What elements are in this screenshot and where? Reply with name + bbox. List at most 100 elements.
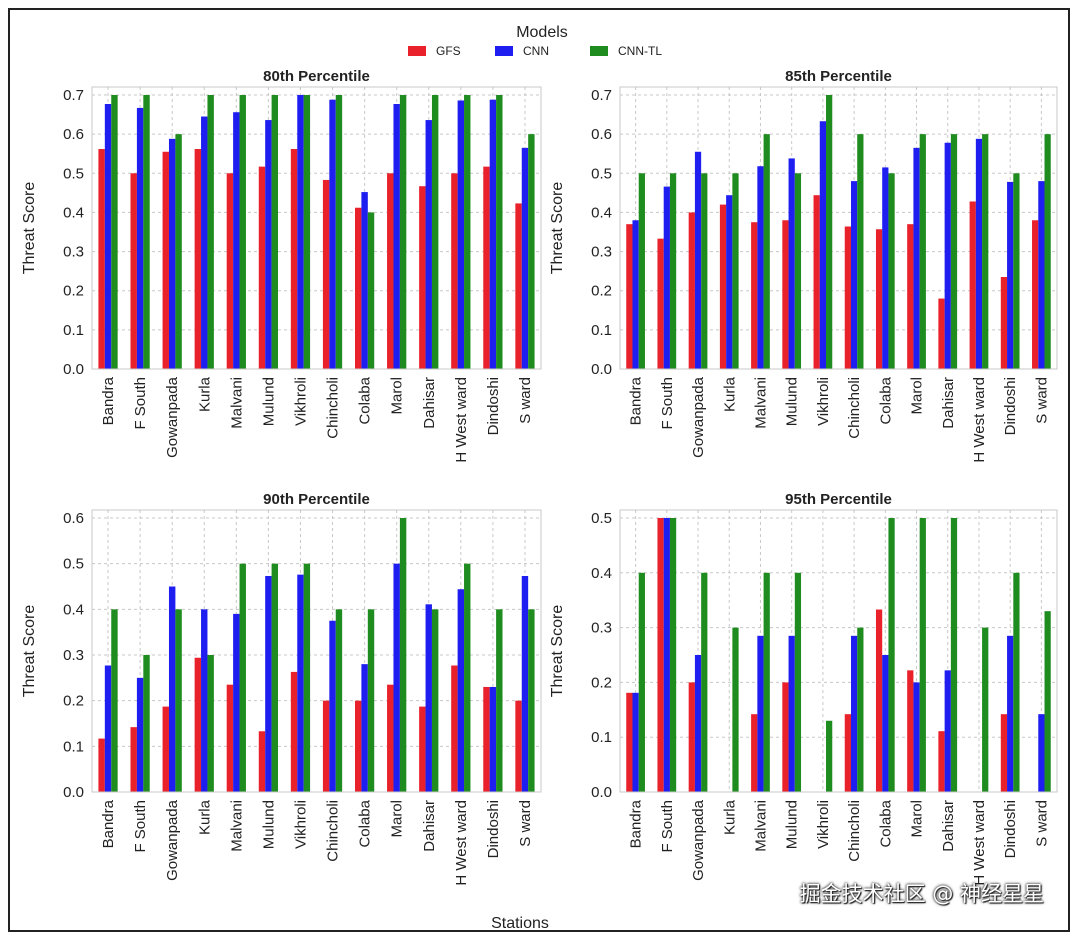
bar-cnn-mulund [265, 120, 272, 370]
bar-cnn-malvani [757, 635, 764, 792]
bar-cnn-chincholi [329, 620, 336, 792]
bar-cnn-marol [913, 147, 920, 369]
x-tick-label: Bandra [628, 799, 645, 848]
x-tick-label: Dahisar [421, 800, 438, 852]
y-tick-label: 0.1 [591, 322, 612, 339]
y-axis-label: Threat Score [21, 605, 38, 698]
bar-cnn-tl-gowanpada [175, 609, 182, 792]
bar-cnn-tl-colaba [888, 518, 895, 792]
y-tick-label: 0.4 [63, 601, 84, 618]
bar-cnn-dahisar [944, 670, 951, 792]
bar-gfs-f-south [657, 518, 664, 792]
bar-cnn-h-west-ward [457, 589, 465, 792]
bar-cnn-vikhroli [297, 574, 304, 792]
bar-cnn-tl-s-ward [528, 609, 535, 792]
bar-cnn-tl-dindoshi [496, 95, 503, 369]
bar-cnn-mulund [788, 635, 795, 792]
x-tick-label: F South [132, 800, 149, 853]
bar-gfs-marol [907, 670, 914, 792]
bar-gfs-kurla [194, 149, 202, 369]
x-tick-label: Mulund [260, 377, 277, 426]
legend-label-cnn-tl: CNN-TL [618, 44, 662, 58]
x-tick-label: Dindoshi [1002, 800, 1019, 858]
bar-gfs-chincholi [844, 714, 851, 792]
x-tick-label: S ward [1033, 800, 1050, 847]
bar-gfs-gowanpada [162, 151, 169, 369]
bar-cnn-dindoshi [1007, 181, 1014, 369]
bar-cnn-tl-marol [919, 518, 926, 792]
bar-gfs-dindoshi [483, 166, 490, 369]
bar-cnn-s-ward [1038, 181, 1045, 369]
x-tick-label: H West ward [453, 377, 470, 463]
x-tick-label: H West ward [971, 377, 988, 463]
bar-cnn-colaba [361, 192, 368, 369]
bar-gfs-mulund [258, 166, 266, 369]
bar-cnn-tl-h-west-ward [464, 563, 471, 792]
x-tick-label: Malvani [228, 800, 245, 852]
bar-cnn-tl-bandra [111, 95, 118, 369]
chart-title: 95th Percentile [785, 491, 892, 508]
bar-cnn-tl-kurla [207, 655, 214, 792]
bar-cnn-tl-gowanpada [701, 572, 708, 792]
bar-gfs-kurla [194, 657, 202, 792]
x-tick-label: Marol [909, 377, 926, 415]
bar-gfs-dindoshi [1000, 277, 1008, 369]
y-tick-label: 0.7 [591, 87, 612, 104]
bar-gfs-marol [907, 224, 914, 369]
y-axis-label: Threat Score [21, 182, 38, 275]
bar-cnn-vikhroli [819, 121, 827, 370]
x-tick-label: Kurla [196, 376, 213, 412]
x-tick-label: H West ward [453, 800, 470, 886]
bar-gfs-chincholi [322, 179, 330, 369]
bar-cnn-gowanpada [694, 655, 702, 792]
y-tick-label: 0.4 [63, 204, 84, 221]
bar-cnn-tl-bandra [111, 609, 118, 792]
bar-gfs-colaba [354, 207, 362, 369]
bar-cnn-kurla [201, 609, 208, 792]
x-tick-label: Marol [389, 800, 406, 838]
bar-cnn-tl-gowanpada [175, 134, 182, 369]
bar-cnn-tl-colaba [367, 609, 375, 792]
bar-gfs-dahisar [419, 706, 426, 792]
bar-cnn-tl-dindoshi [496, 609, 503, 792]
bar-gfs-gowanpada [688, 682, 695, 792]
figure-canvas: Models GFS CNN CNN-TL 80th Percentile 0.0 0.… [21, 24, 1058, 930]
bar-gfs-dahisar [938, 731, 945, 792]
bar-cnn-tl-s-ward [528, 134, 535, 369]
x-tick-label: Dahisar [421, 377, 438, 429]
y-tick-label: 0.3 [63, 244, 84, 261]
watermark-text: 掘金技术社区 @ 神经星星 [799, 882, 1044, 906]
x-tick-label: Mulund [260, 800, 277, 849]
bar-cnn-malvani [233, 112, 240, 370]
x-tick-label: Dindoshi [485, 800, 502, 858]
bar-cnn-tl-kurla [732, 173, 739, 369]
x-tick-label: Vikhroli [292, 800, 309, 849]
bar-cnn-f-south [663, 518, 670, 792]
bar-cnn-tl-bandra [638, 173, 645, 369]
x-tick-label: Dahisar [940, 800, 957, 852]
x-tick-label: Marol [389, 377, 406, 415]
bar-cnn-tl-chincholi [335, 95, 343, 369]
x-tick-label: S ward [1033, 377, 1050, 424]
x-tick-label: Kurla [721, 799, 738, 835]
bar-cnn-s-ward [521, 575, 529, 792]
x-tick-label: Malvani [228, 377, 245, 429]
chart-panel-3: 90th Percentile 0.0 0.1 0.2 0.3 0.4 0.5 0.6 Band… [21, 491, 542, 886]
y-tick-label: 0.4 [591, 204, 612, 221]
chart-panel-2: 85th Percentile 0.0 0.1 0.2 0.3 0.4 0.5 0.6 0.7 B… [549, 68, 1058, 463]
bar-cnn-s-ward [521, 147, 529, 369]
y-tick-label: 0.1 [63, 322, 84, 339]
x-tick-label: Mulund [784, 800, 801, 849]
bar-cnn-tl-marol [919, 134, 926, 369]
bar-cnn-bandra [104, 104, 112, 369]
x-tick-label: Gowanpada [690, 799, 707, 881]
bar-cnn-tl-dindoshi [1013, 173, 1020, 369]
bar-cnn-tl-s-ward [1044, 611, 1051, 792]
bar-cnn-gowanpada [168, 138, 176, 369]
chart-title: 85th Percentile [785, 68, 892, 85]
x-axis-label: Stations [491, 915, 549, 930]
bar-cnn-tl-kurla [732, 627, 739, 792]
y-tick-label: 0.7 [63, 87, 84, 104]
x-tick-label: Marol [909, 800, 926, 838]
bar-cnn-colaba [882, 167, 889, 369]
